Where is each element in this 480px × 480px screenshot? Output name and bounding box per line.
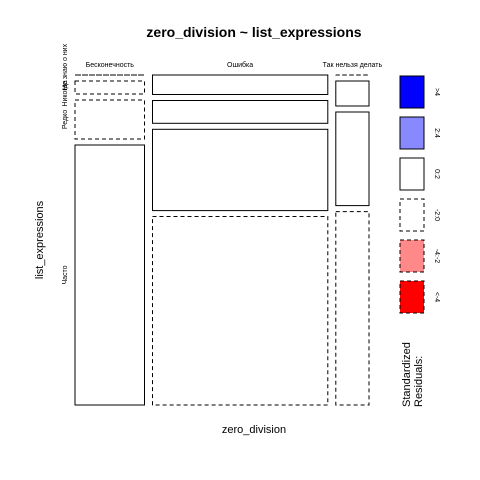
legend-swatch-2 [400, 158, 424, 190]
legend-label-4: -4:-2 [433, 249, 440, 264]
legend-title-line-1: Standardized [401, 342, 413, 407]
tile-ошибка-не-знаю-о-них [153, 75, 328, 95]
x-tick-бесконечность: Бесконечность [86, 62, 135, 69]
y-tick-не-знаю-о-них: Не знаю о них [62, 43, 69, 90]
tile-ошибка-редко [153, 129, 328, 210]
tile-бесконечность-редко [75, 100, 145, 139]
tile-бесконечность-никогда [75, 81, 145, 94]
legend-label-5: <-4 [433, 292, 440, 302]
x-axis-label: zero_division [222, 424, 286, 436]
tile-так-нельзя-делать-никогда [336, 81, 369, 106]
x-tick-так-нельзя-делать: Так нельзя делать [323, 62, 383, 69]
y-axis-label: list_expressions [34, 200, 46, 279]
y-tick-часто: Часто [62, 265, 69, 284]
legend-swatch-4 [400, 240, 424, 272]
legend-label-2: 0:2 [433, 169, 440, 179]
tile-так-нельзя-делать-редко [336, 112, 369, 206]
legend-label-0: >4 [433, 88, 440, 96]
x-tick-ошибка: Ошибка [227, 61, 253, 69]
tile-ошибка-никогда [153, 101, 328, 124]
legend-label-3: -2:0 [433, 209, 440, 221]
chart-title: zero_division ~ list_expressions [146, 24, 361, 40]
tile-бесконечность-часто [75, 145, 145, 405]
tile-так-нельзя-делать-часто [336, 212, 369, 405]
legend-swatch-5 [400, 281, 424, 313]
legend-title-line-2: Residuals: [413, 356, 425, 407]
tile-ошибка-часто [153, 217, 328, 406]
legend-label-1: 2:4 [433, 128, 440, 138]
legend-swatch-3 [400, 199, 424, 231]
legend-swatch-0 [400, 76, 424, 108]
x-tick-labels: Бесконечность Ошибка Так нельзя делать [86, 61, 383, 69]
legend-swatch-1 [400, 117, 424, 149]
y-tick-редко: Редко [62, 110, 69, 129]
